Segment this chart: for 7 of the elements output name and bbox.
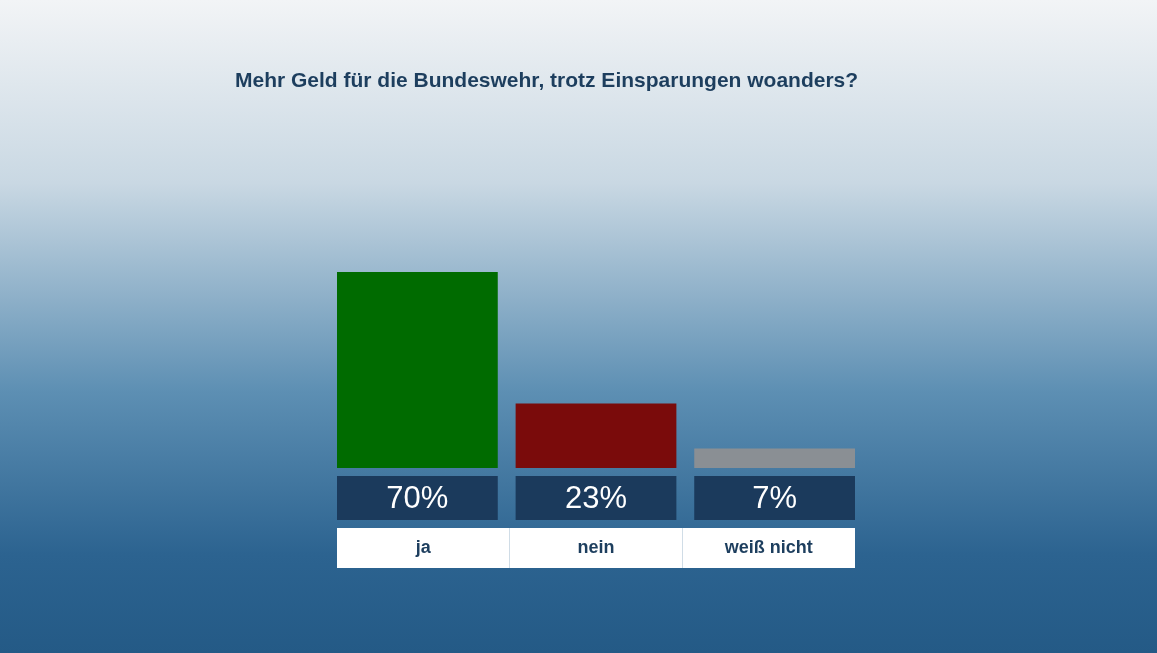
data-label: 70% bbox=[386, 480, 449, 515]
x-tick-label: ja bbox=[414, 537, 432, 557]
x-tick-label: nein bbox=[577, 537, 615, 557]
x-tick-label: weiß nicht bbox=[723, 537, 813, 557]
data-label: 23% bbox=[564, 480, 628, 515]
data-label: 7% bbox=[752, 480, 798, 515]
chart-title: Mehr Geld für die Bundeswehr, trotz Einsparungen woanders? bbox=[235, 67, 860, 93]
